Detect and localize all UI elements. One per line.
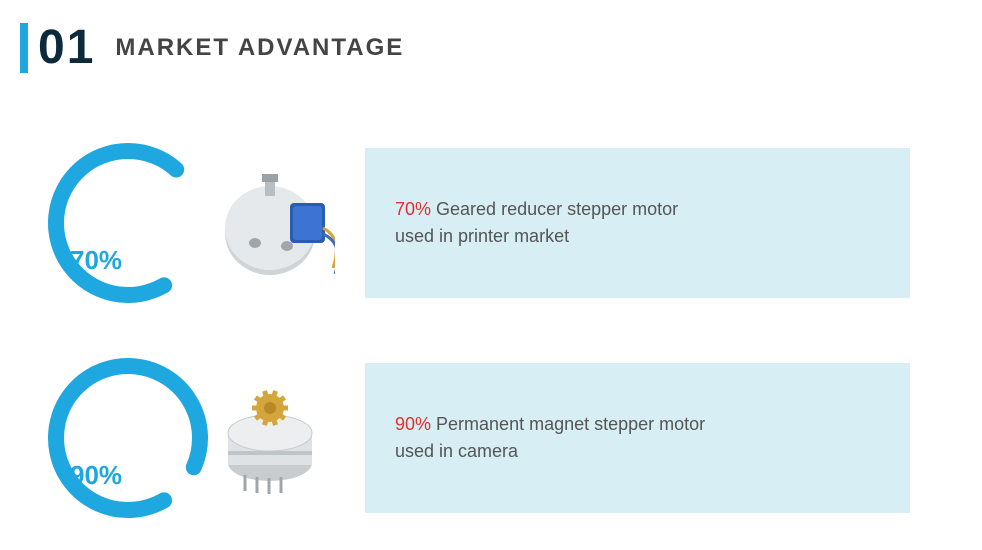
percent-label: 90%	[70, 460, 122, 491]
header: 01 MARKET ADVANTAGE	[0, 0, 982, 75]
highlight-percent: 70%	[395, 199, 431, 219]
description-line-1: Geared reducer stepper motor	[431, 199, 678, 219]
product-illustration	[205, 363, 335, 513]
description-line-1: Permanent magnet stepper motor	[431, 414, 705, 434]
description-line-2: used in printer market	[395, 223, 880, 250]
description-line-2: used in camera	[395, 438, 880, 465]
accent-bar	[20, 23, 28, 73]
percent-gauge: 90%	[40, 350, 215, 525]
product-illustration	[205, 148, 335, 298]
description-box: 70% Geared reducer stepper motor used in …	[365, 148, 910, 298]
section-number: 01	[38, 20, 95, 75]
highlight-percent: 90%	[395, 414, 431, 434]
section-title: MARKET ADVANTAGE	[115, 34, 404, 62]
stat-row: 90% 90% Permanent magnet stepper motor us…	[40, 350, 982, 525]
percent-label: 70%	[70, 245, 122, 276]
description-box: 90% Permanent magnet stepper motor used i…	[365, 363, 910, 513]
percent-gauge: 70%	[40, 135, 215, 310]
rows-container: 70% 70% Geared reducer stepper motor used…	[0, 75, 982, 525]
stat-row: 70% 70% Geared reducer stepper motor used…	[40, 135, 982, 310]
